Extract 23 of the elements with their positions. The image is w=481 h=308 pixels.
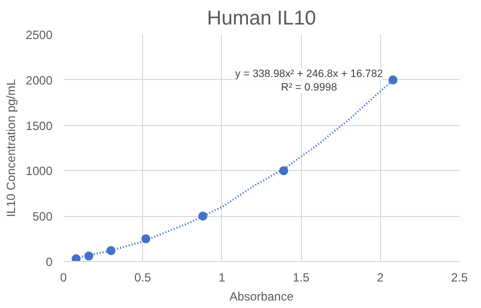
x-tick-label: 2.5: [451, 270, 468, 284]
y-tick-label: 500: [32, 210, 53, 224]
x-tick-label: 2: [376, 270, 384, 284]
y-tick-label: 0: [46, 255, 53, 269]
point: [106, 246, 116, 256]
y-axis-title: IL10 Concentration pg/mL: [4, 78, 18, 218]
chart-title: Human IL10: [207, 8, 316, 30]
annotation: y = 338.98x² + 246.8x + 16.782: [235, 68, 384, 80]
annotation: R² = 0.9998: [281, 82, 338, 94]
x-tick-label: 0.5: [134, 270, 152, 284]
y-tick-label: 1500: [26, 118, 53, 133]
x-tick-label: 1.5: [292, 270, 310, 284]
point: [84, 252, 94, 261]
y-tick-label: 2500: [26, 28, 53, 42]
y-tick-label: 2000: [26, 73, 53, 88]
x-tick-label: 0: [60, 270, 68, 284]
point: [388, 75, 398, 84]
y-tick-label: 1000: [26, 164, 53, 178]
point: [279, 166, 288, 176]
point: [72, 254, 81, 262]
x-tick-label: 1: [218, 270, 226, 284]
point: [198, 212, 208, 221]
x-axis-title: Absorbance: [229, 290, 294, 304]
